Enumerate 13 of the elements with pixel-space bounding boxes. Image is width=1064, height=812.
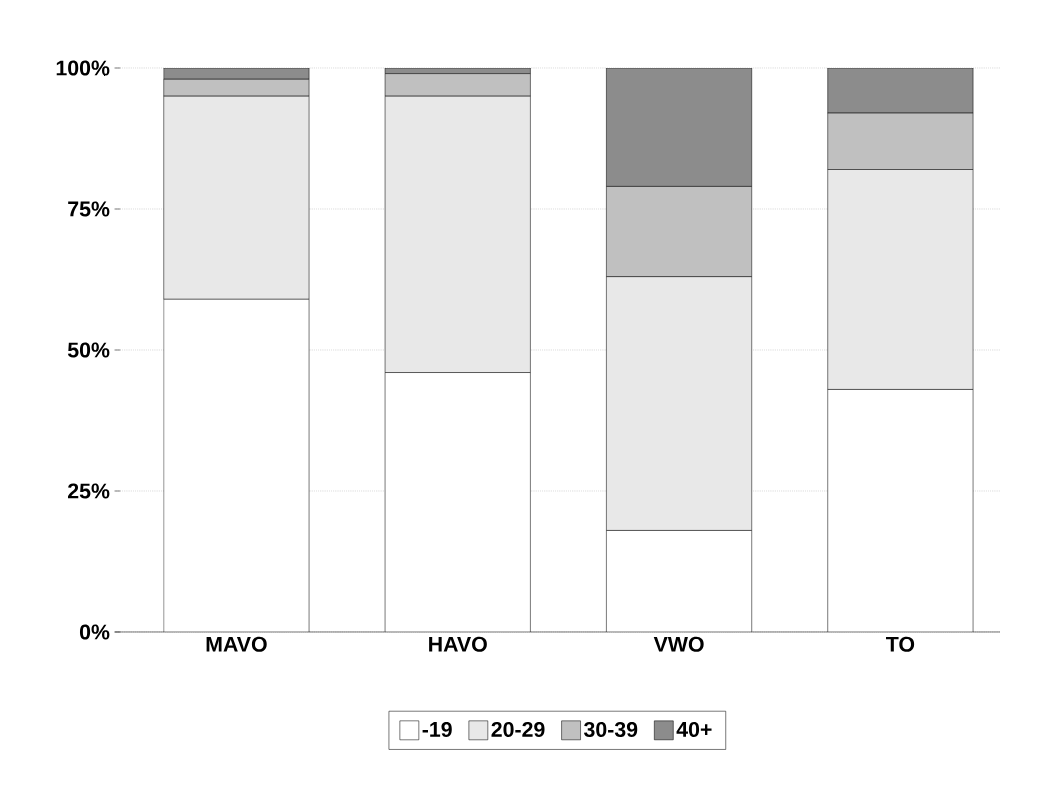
legend-label: 30-39 xyxy=(583,721,638,737)
legend-label: 40+ xyxy=(676,721,712,737)
y-tick-label: 100% xyxy=(56,60,110,76)
x-tick-label: HAVO xyxy=(429,636,487,652)
x-tick-label: TO xyxy=(886,636,915,652)
y-tick-label: 50% xyxy=(67,342,110,358)
legend-label: 20-29 xyxy=(491,721,545,737)
legend-label: -19 xyxy=(422,721,452,737)
y-tick-label: 0% xyxy=(79,624,110,640)
y-tick-label: 25% xyxy=(67,483,110,499)
x-tick-label: VWO xyxy=(653,636,704,652)
x-tick-label: MAVO xyxy=(206,636,267,652)
y-tick-label: 75% xyxy=(68,201,110,217)
